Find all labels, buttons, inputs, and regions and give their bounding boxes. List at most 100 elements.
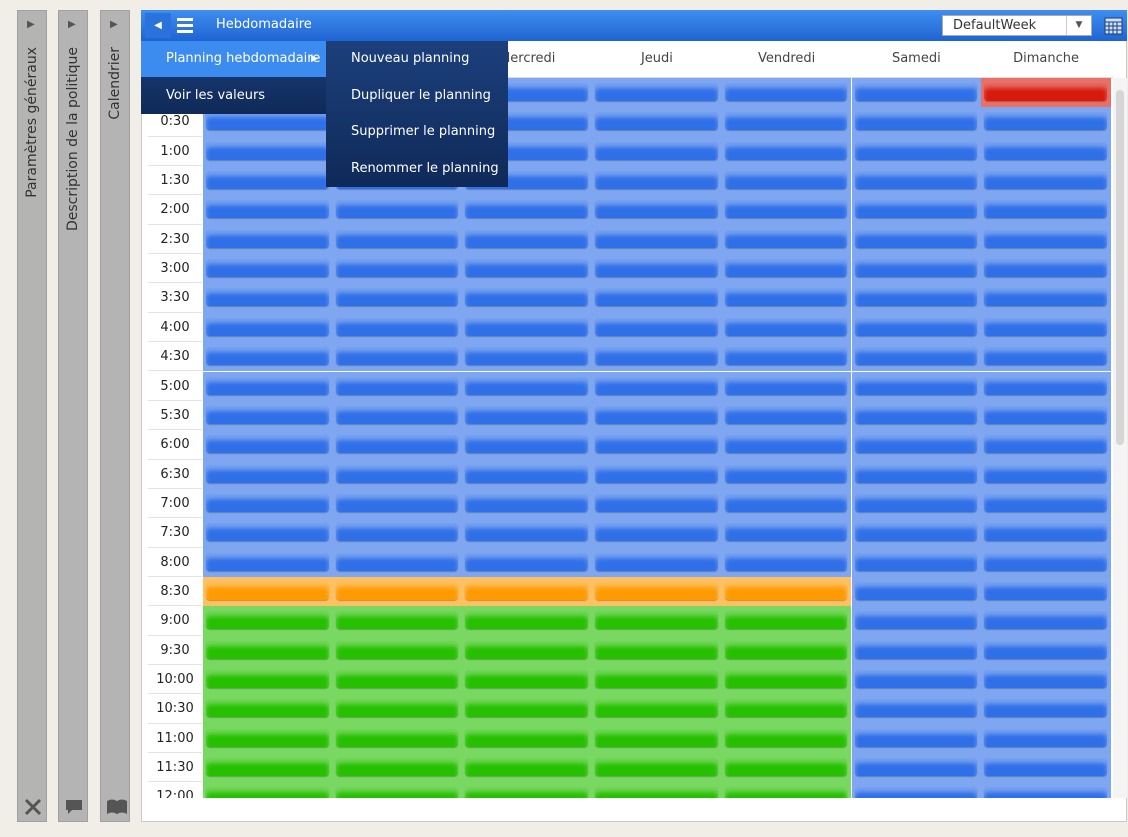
schedule-slot[interactable] <box>206 787 329 798</box>
submenu-item[interactable]: Supprimer le planning <box>351 124 496 139</box>
schedule-slot[interactable] <box>206 200 329 219</box>
schedule-slot[interactable] <box>984 699 1107 718</box>
schedule-slot[interactable] <box>724 493 848 512</box>
schedule-slot[interactable] <box>465 552 589 571</box>
schedule-slot[interactable] <box>206 405 329 424</box>
schedule-slot[interactable] <box>854 552 978 571</box>
schedule-slot[interactable] <box>724 171 848 190</box>
schedule-slot[interactable] <box>206 699 329 718</box>
schedule-slot[interactable] <box>335 200 459 219</box>
schedule-slot[interactable] <box>984 611 1107 630</box>
schedule-slot[interactable] <box>854 787 978 798</box>
scroll-thumb[interactable] <box>1116 90 1124 445</box>
schedule-slot[interactable] <box>595 288 718 307</box>
schedule-slot[interactable] <box>335 288 459 307</box>
menu-button[interactable] <box>177 17 193 33</box>
schedule-slot[interactable] <box>854 347 978 366</box>
schedule-slot[interactable] <box>984 670 1107 688</box>
schedule-slot[interactable] <box>335 435 459 454</box>
schedule-slot[interactable] <box>465 787 589 798</box>
schedule-slot[interactable] <box>206 581 329 600</box>
schedule-slot[interactable] <box>595 141 718 160</box>
schedule-slot[interactable] <box>595 670 718 688</box>
schedule-slot[interactable] <box>465 405 589 424</box>
schedule-slot[interactable] <box>465 523 589 542</box>
schedule-slot[interactable] <box>206 435 329 454</box>
schedule-slot[interactable] <box>206 552 329 571</box>
schedule-slot[interactable] <box>465 581 589 600</box>
menu-item[interactable]: Planning hebdomadaire ▶ <box>141 41 326 77</box>
schedule-slot[interactable] <box>465 640 589 659</box>
schedule-slot[interactable] <box>984 288 1107 307</box>
schedule-slot[interactable] <box>724 83 848 101</box>
schedule-slot[interactable] <box>854 493 978 512</box>
schedule-slot[interactable] <box>724 611 848 630</box>
schedule-slot[interactable] <box>595 200 718 219</box>
schedule-slot[interactable] <box>854 640 978 659</box>
schedule-slot[interactable] <box>724 670 848 688</box>
schedule-slot[interactable] <box>724 435 848 454</box>
schedule-slot[interactable] <box>206 464 329 483</box>
schedule-slot[interactable] <box>595 552 718 571</box>
schedule-slot[interactable] <box>595 699 718 718</box>
schedule-slot[interactable] <box>206 523 329 542</box>
schedule-slot[interactable] <box>465 728 589 747</box>
schedule-slot[interactable] <box>724 640 848 659</box>
schedule-slot[interactable] <box>724 787 848 798</box>
schedule-slot[interactable] <box>465 699 589 718</box>
schedule-slot[interactable] <box>854 670 978 688</box>
schedule-slot[interactable] <box>465 259 589 278</box>
schedule-slot[interactable] <box>854 83 978 101</box>
schedule-slot[interactable] <box>335 347 459 366</box>
schedule-slot[interactable] <box>206 288 329 307</box>
schedule-slot[interactable] <box>595 758 718 777</box>
schedule-slot[interactable] <box>854 259 978 278</box>
schedule-slot[interactable] <box>984 728 1107 747</box>
schedule-slot[interactable] <box>206 376 329 395</box>
schedule-slot[interactable] <box>854 758 978 777</box>
schedule-slot[interactable] <box>984 171 1107 190</box>
schedule-slot[interactable] <box>984 493 1107 512</box>
tab-label[interactable]: Calendrier <box>107 47 123 120</box>
schedule-slot[interactable] <box>854 200 978 219</box>
schedule-slot[interactable] <box>335 317 459 336</box>
schedule-slot[interactable] <box>854 171 978 190</box>
schedule-slot[interactable] <box>854 464 978 483</box>
schedule-slot[interactable] <box>854 376 978 395</box>
dropdown-arrow[interactable]: ▼ <box>1066 16 1091 35</box>
schedule-slot[interactable] <box>984 435 1107 454</box>
schedule-slot[interactable] <box>724 376 848 395</box>
schedule-slot[interactable] <box>465 317 589 336</box>
schedule-slot[interactable] <box>854 581 978 600</box>
week-dropdown[interactable]: DefaultWeek ▼ <box>942 15 1092 36</box>
schedule-slot[interactable] <box>465 758 589 777</box>
schedule-slot[interactable] <box>595 83 718 101</box>
schedule-slot[interactable] <box>984 523 1107 542</box>
schedule-slot[interactable] <box>335 640 459 659</box>
schedule-slot[interactable] <box>465 347 589 366</box>
schedule-slot[interactable] <box>465 493 589 512</box>
menu-item[interactable]: Voir les valeurs <box>166 88 266 103</box>
schedule-slot[interactable] <box>854 435 978 454</box>
schedule-slot[interactable] <box>984 758 1107 777</box>
schedule-slot[interactable] <box>984 112 1107 131</box>
schedule-slot[interactable] <box>335 699 459 718</box>
schedule-slot[interactable] <box>206 670 329 688</box>
tab-label[interactable]: Description de la politique <box>65 47 81 232</box>
schedule-slot[interactable] <box>984 640 1107 659</box>
schedule-slot[interactable] <box>595 171 718 190</box>
schedule-slot[interactable] <box>465 435 589 454</box>
schedule-slot[interactable] <box>984 376 1107 395</box>
schedule-slot[interactable] <box>595 317 718 336</box>
schedule-slot[interactable] <box>595 347 718 366</box>
side-tab[interactable]: ▶ Paramètres généraux <box>17 10 47 822</box>
back-button[interactable]: ◀ <box>145 13 171 38</box>
schedule-slot[interactable] <box>984 141 1107 160</box>
schedule-slot[interactable] <box>724 200 848 219</box>
schedule-slot[interactable] <box>724 112 848 131</box>
schedule-slot[interactable] <box>984 317 1107 336</box>
schedule-slot[interactable] <box>335 493 459 512</box>
schedule-slot[interactable] <box>335 758 459 777</box>
schedule-slot[interactable] <box>595 464 718 483</box>
schedule-slot[interactable] <box>335 405 459 424</box>
